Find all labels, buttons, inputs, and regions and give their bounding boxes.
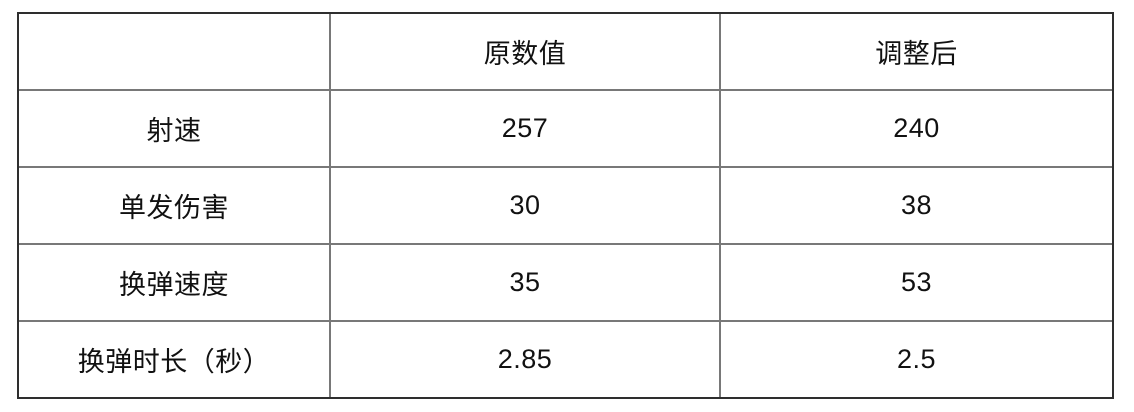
- cell-original-value: 35: [331, 245, 721, 322]
- row-label: 单发伤害: [19, 168, 331, 245]
- row-label: 射速: [19, 91, 331, 168]
- cell-adjusted-value: 2.5: [721, 322, 1112, 397]
- cell-original-value: 257: [331, 91, 721, 168]
- table-row-fire-rate: 射速 257 240: [19, 91, 1112, 168]
- header-row: 原数值 调整后: [19, 14, 1112, 91]
- cell-adjusted-value: 38: [721, 168, 1112, 245]
- header-cell-metric: [19, 14, 331, 91]
- stats-table: 原数值 调整后 射速 257 240 单发伤害 30 38 换弹速度 35 53…: [19, 14, 1112, 397]
- table-row-damage-per-shot: 单发伤害 30 38: [19, 168, 1112, 245]
- cell-original-value: 30: [331, 168, 721, 245]
- cell-adjusted-value: 53: [721, 245, 1112, 322]
- cell-original-value: 2.85: [331, 322, 721, 397]
- cell-adjusted-value: 240: [721, 91, 1112, 168]
- header-cell-original: 原数值: [331, 14, 721, 91]
- row-label: 换弹速度: [19, 245, 331, 322]
- table-row-reload-speed: 换弹速度 35 53: [19, 245, 1112, 322]
- stats-table-container: 原数值 调整后 射速 257 240 单发伤害 30 38 换弹速度 35 53…: [17, 12, 1114, 399]
- row-label: 换弹时长（秒）: [19, 322, 331, 397]
- header-cell-adjusted: 调整后: [721, 14, 1112, 91]
- table-row-reload-duration: 换弹时长（秒） 2.85 2.5: [19, 322, 1112, 397]
